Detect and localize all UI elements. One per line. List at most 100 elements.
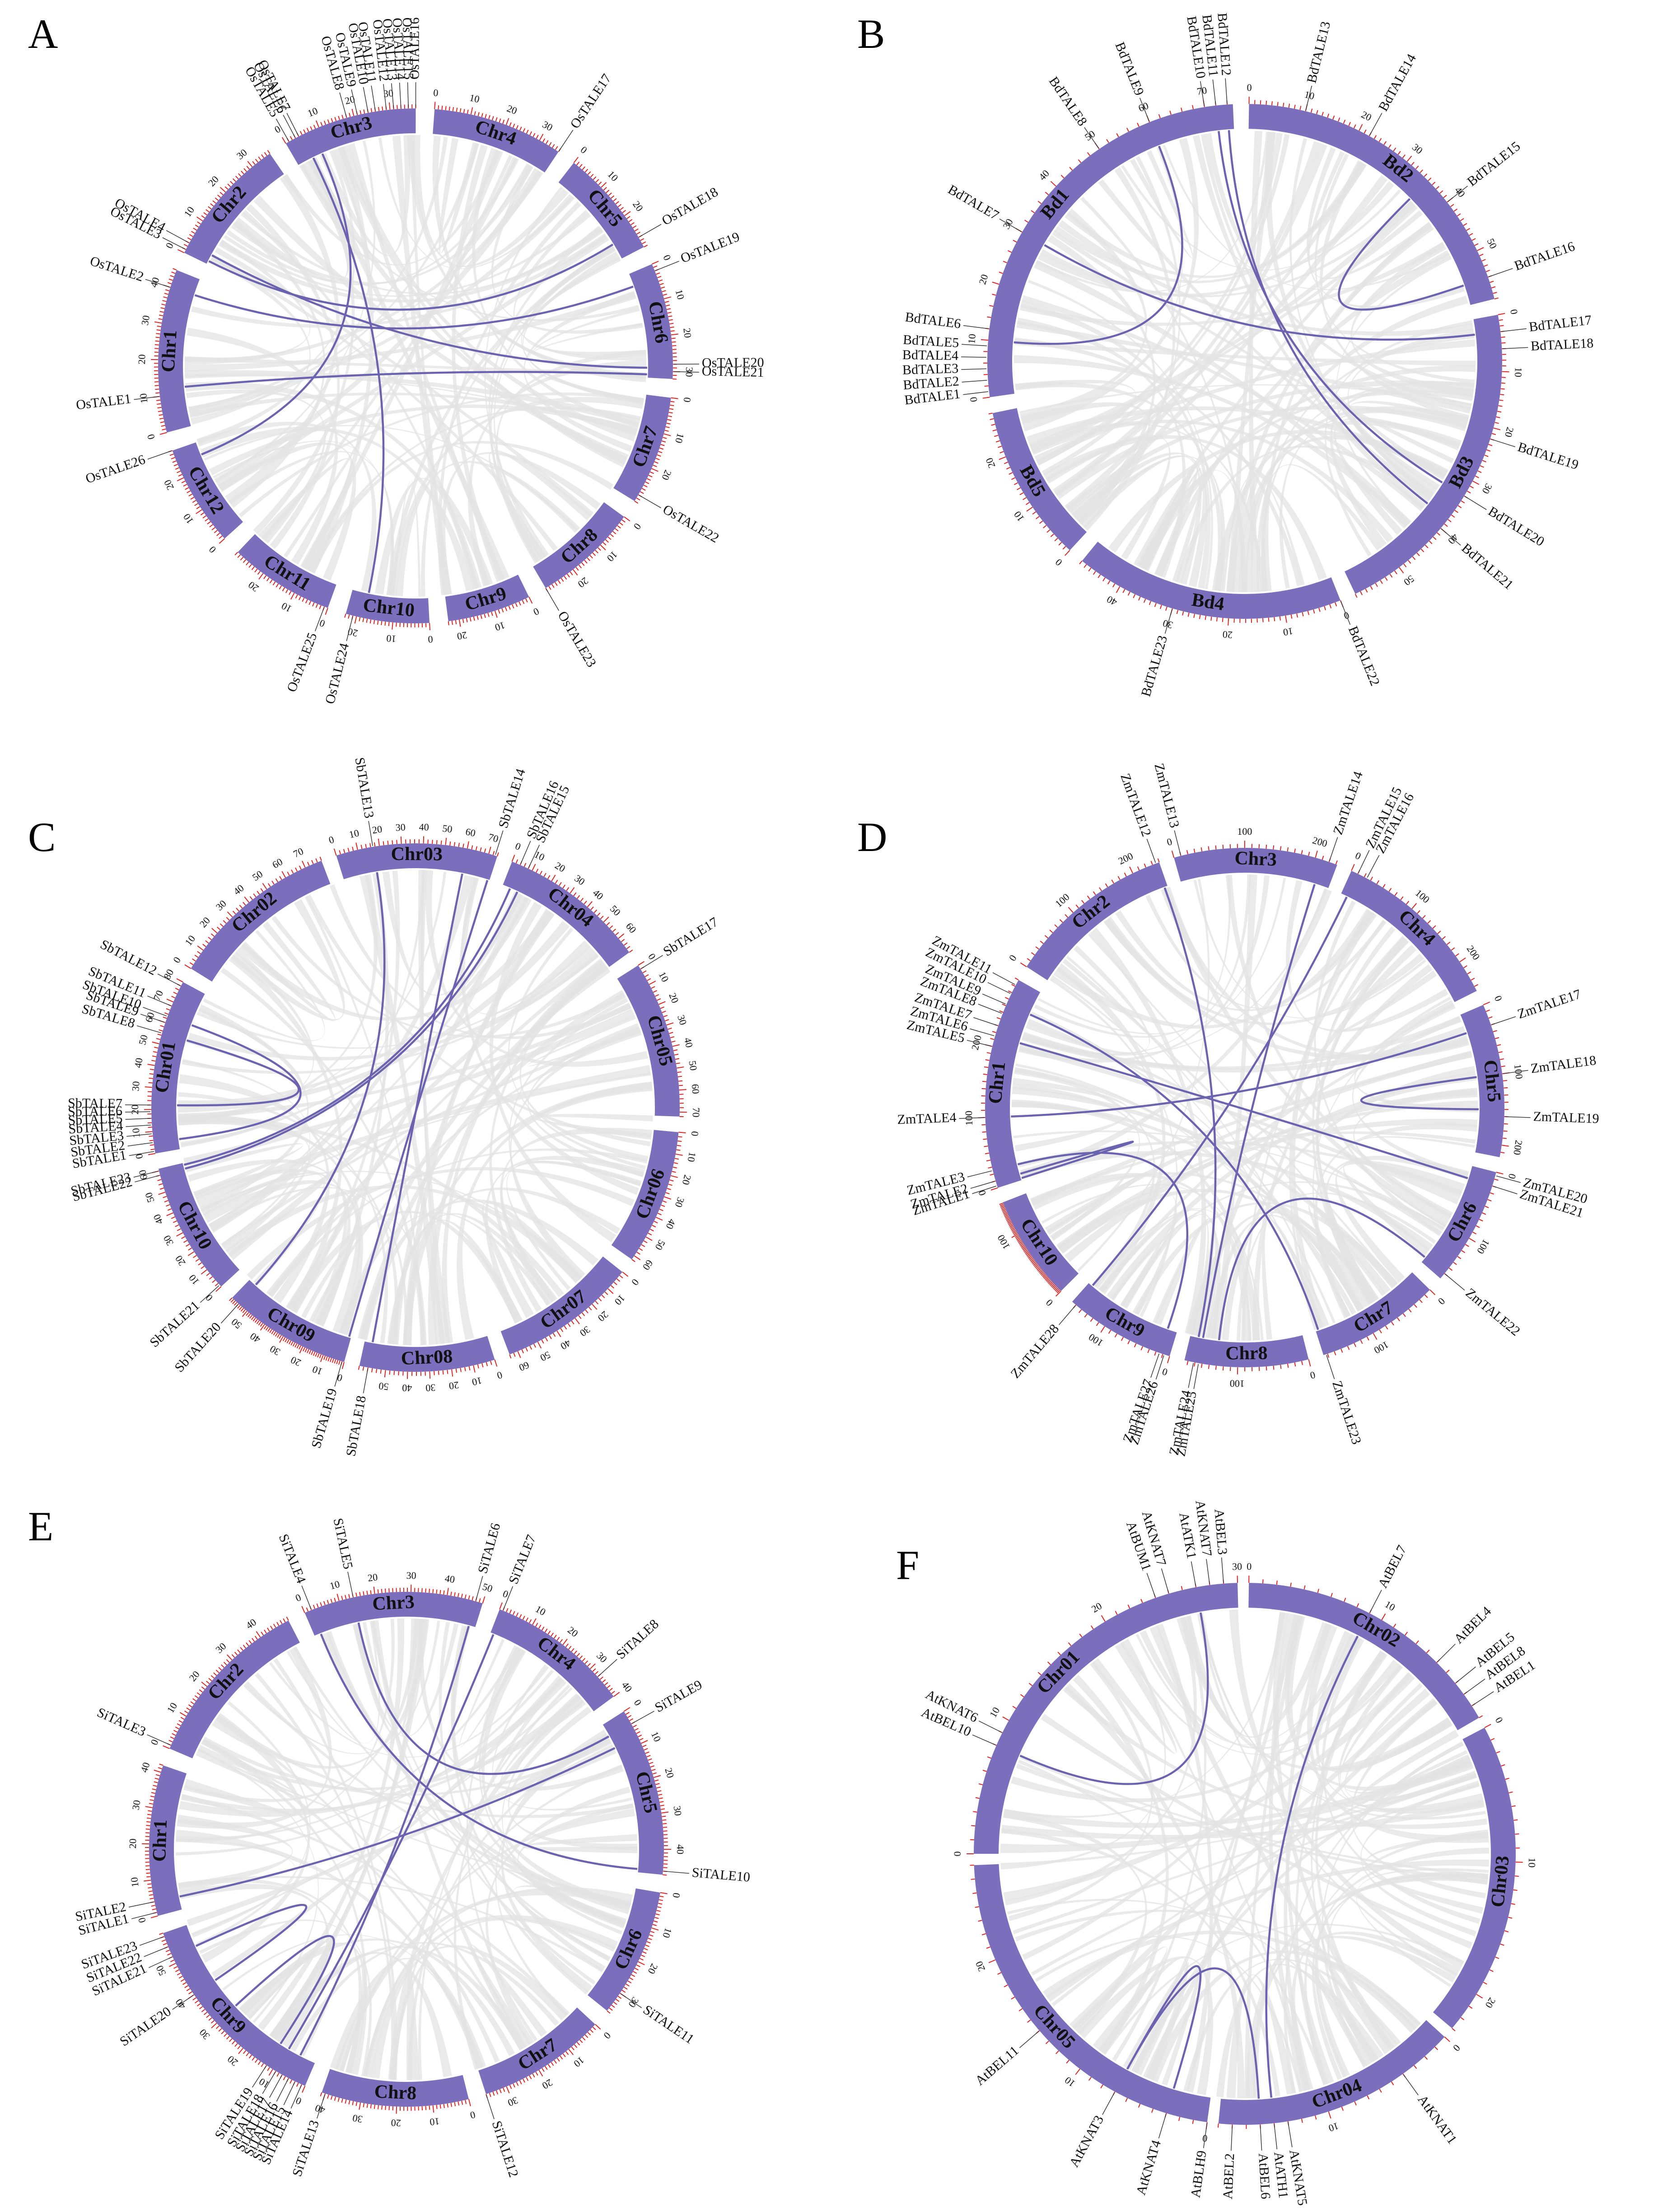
tick-mark [343,849,346,853]
tick-mark [1266,1366,1267,1371]
gene-leader-line [127,1142,153,1146]
tick-mark [1329,604,1332,608]
synteny-ribbon [1355,1730,1477,1807]
tick-mark [986,1052,991,1054]
tick-mark [1274,617,1275,622]
tick-mark [509,2085,512,2089]
tick-mark [1391,1321,1394,1326]
tick-mark [618,933,625,939]
tick-mark [201,1681,208,1687]
tick-mark [667,312,672,314]
tick-mark [149,1803,154,1805]
tick-mark [1498,405,1503,407]
panel-letter: C [28,814,56,860]
tick-mark [177,470,181,473]
tick-mark [978,1783,983,1786]
tick-mark [1411,903,1417,909]
tick-mark [389,1370,391,1375]
tick-mark [573,157,579,164]
gene-leader-line [172,1995,194,2010]
tick-mark [1005,1217,1010,1220]
tick-mark [438,105,439,110]
tick-label: 0 [514,840,522,852]
tick-mark [177,1228,181,1231]
tick-mark [988,1166,992,1169]
tick-label: 20 [565,1624,580,1639]
tick-mark [1511,1903,1515,1905]
synteny-ribbon [274,1946,526,2051]
tick-mark [1296,613,1298,618]
tick-mark [447,1370,448,1374]
tick-mark [352,2101,354,2105]
tick-mark [1031,952,1035,955]
tick-mark [234,1302,238,1306]
tick-label: 50 [1402,573,1417,588]
tick-label: 50 [136,1034,150,1046]
chromosome-band [1460,1005,1504,1157]
tick-mark [210,933,215,937]
tick-mark [990,1187,998,1191]
tick-mark [978,1920,982,1922]
tick-mark [1405,1632,1408,1636]
chromosome-band [987,104,1234,398]
tick-mark [1137,866,1140,870]
chromosome-band [617,965,680,1117]
tick-mark [659,1797,663,1799]
tick-mark [262,883,267,890]
synteny-ribbon [203,930,325,1041]
tick-label: 40 [132,1057,145,1069]
tick-mark [1385,577,1388,581]
tick-mark [670,1175,678,1178]
tick-mark [1060,175,1065,178]
tick-label: 20 [1359,109,1373,123]
tick-mark [218,1667,222,1671]
gene-label: SiTALE7 [506,1533,539,1586]
tick-mark [1154,1352,1157,1356]
tick-mark [667,419,672,421]
tick-mark [201,2009,205,2012]
tick-label: 50 [608,903,623,918]
gene-leader-line [317,2094,326,2119]
gene-leader-line [140,1014,165,1023]
tick-label: 40 [559,1337,573,1352]
gene-label: SiTALE4 [276,1532,309,1585]
tick-label: 10 [1526,1857,1538,1868]
tick-mark [654,1775,661,1778]
tick-label: 0 [163,241,176,250]
tick-mark [246,1642,249,1646]
tick-mark [149,1069,154,1071]
tick-mark [1193,848,1196,853]
tick-mark [584,900,587,905]
tick-mark [574,1318,580,1324]
tick-mark [370,108,373,112]
tick-mark [475,846,477,851]
tick-mark [157,325,161,327]
tick-label: 0 [1247,1561,1252,1572]
tick-mark [303,1347,305,1352]
gene-leader-line [1164,609,1173,634]
tick-mark [672,1171,676,1173]
tick-mark [576,1653,580,1657]
tick-mark [238,173,242,177]
tick-mark [292,1342,295,1347]
tick-mark [486,1362,488,1366]
tick-mark [631,1974,635,1977]
gene-label: OsTALE18 [659,184,721,228]
tick-mark [1037,1267,1041,1271]
tick-mark [1020,962,1027,968]
tick-mark [627,1715,632,1718]
tick-mark [576,161,580,166]
tick-mark [595,1300,599,1305]
tick-mark [242,1309,246,1313]
tick-mark [261,154,265,159]
tick-mark [325,1356,328,1361]
gene-label: BdTALE13 [1304,20,1333,84]
tick-mark [592,1668,596,1672]
tick-mark [270,1625,273,1630]
tick-mark [436,1589,438,1594]
tick-label: 30 [197,2027,212,2042]
tick-mark [1140,1346,1143,1351]
tick-mark [1453,1262,1457,1265]
gene-leader-line [371,85,376,111]
